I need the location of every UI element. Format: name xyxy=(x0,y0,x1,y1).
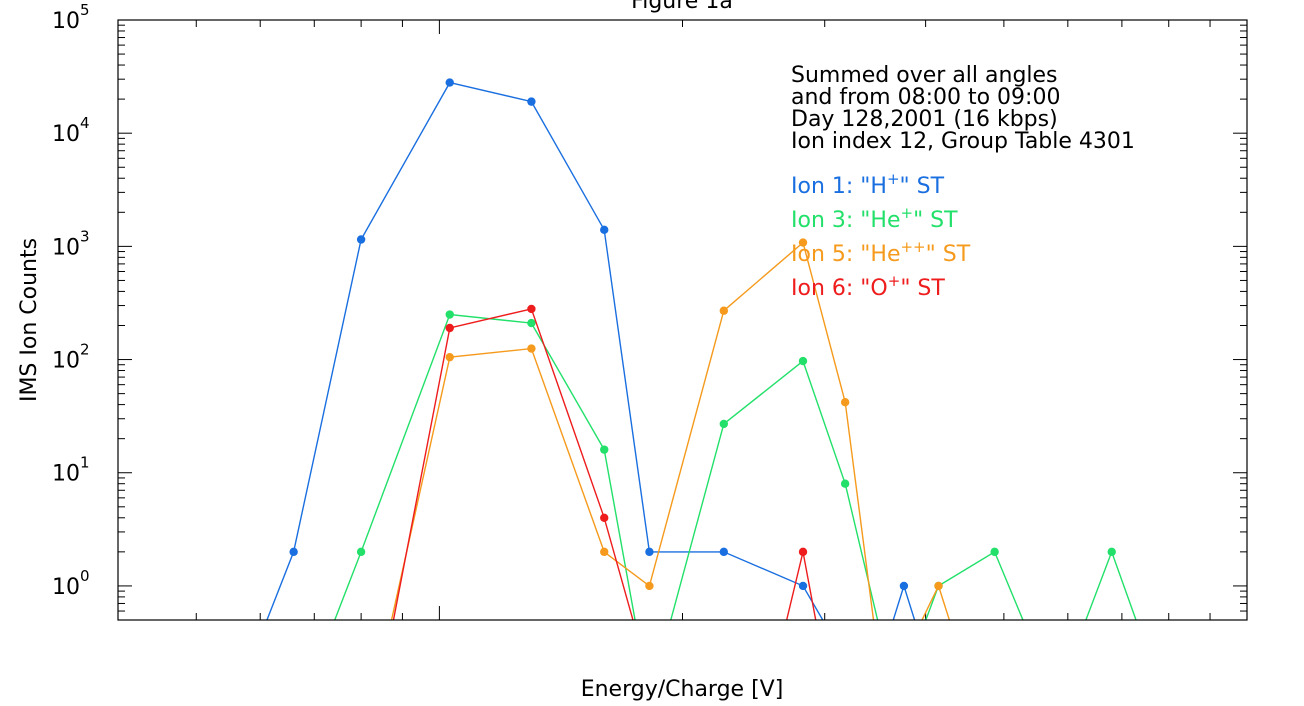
data-point xyxy=(527,304,536,314)
data-point xyxy=(445,310,454,319)
data-point xyxy=(356,547,366,557)
legend-label-superscript: ++ xyxy=(900,238,925,256)
data-point xyxy=(798,547,808,557)
chart-title-group: Figure 1a xyxy=(631,0,733,14)
annotation-line: Summed over all angles xyxy=(791,63,1058,88)
series-group xyxy=(266,78,916,620)
legend-label-prefix: Ion 1: "H xyxy=(791,174,887,199)
annotation-line: Ion index 12, Group Table 4301 xyxy=(791,129,1135,154)
y-tick-label: 102 xyxy=(52,341,90,374)
data-point xyxy=(1107,547,1116,557)
series-line xyxy=(266,81,916,620)
legend-label-superscript: + xyxy=(888,272,901,290)
legend-entry: Ion 3: "He+" ST xyxy=(791,204,958,233)
series-group xyxy=(390,238,951,620)
y-tick-label-base: 10 xyxy=(52,349,80,374)
series-group xyxy=(392,304,817,620)
y-tick-label: 105 xyxy=(52,1,90,34)
data-point xyxy=(600,445,609,454)
series-layer xyxy=(266,78,1137,620)
data-point xyxy=(840,479,850,488)
data-point xyxy=(990,547,999,557)
y-tick-label-exponent: 2 xyxy=(80,341,90,359)
data-point xyxy=(356,235,366,244)
legend-entry: Ion 5: "He++" ST xyxy=(791,238,971,267)
legend-label-superscript: + xyxy=(900,204,913,222)
y-tick-label-base: 10 xyxy=(52,9,80,34)
y-tick-label-exponent: 0 xyxy=(80,567,90,585)
data-point xyxy=(798,238,808,247)
y-tick-label-exponent: 4 xyxy=(80,114,90,132)
y-axis-title: IMS Ion Counts xyxy=(17,238,42,402)
annotation-line: Day 128,2001 (16 kbps) xyxy=(791,107,1058,132)
y-tick-label: 103 xyxy=(52,227,90,260)
data-point xyxy=(719,547,729,557)
data-point xyxy=(527,97,536,106)
axes-layer xyxy=(117,19,1248,621)
y-tick-label: 104 xyxy=(52,114,90,147)
data-point xyxy=(798,356,808,366)
legend-label-prefix: Ion 5: "He xyxy=(791,242,900,267)
legend-label-suffix: " ST xyxy=(900,174,945,199)
data-point xyxy=(527,318,536,328)
y-tick-label-base: 10 xyxy=(52,462,80,487)
legend-entry: Ion 6: "O+" ST xyxy=(791,272,945,301)
data-point xyxy=(600,513,609,522)
legend-label-prefix: Ion 6: "O xyxy=(791,276,888,301)
data-point xyxy=(645,547,654,557)
y-tick-label-exponent: 5 xyxy=(80,1,90,19)
legend-label-suffix: " ST xyxy=(913,208,958,233)
data-point xyxy=(899,581,909,591)
data-point xyxy=(645,581,654,591)
legend-label-prefix: Ion 3: "He xyxy=(791,208,900,233)
series-line xyxy=(390,241,951,620)
chart-title: Figure 1a xyxy=(631,0,733,14)
data-point xyxy=(527,344,536,353)
y-tick-label-exponent: 3 xyxy=(80,227,90,245)
data-point xyxy=(445,323,454,333)
data-point xyxy=(719,419,729,429)
data-point xyxy=(289,547,298,557)
legend-label-suffix: " ST xyxy=(900,276,945,301)
data-point xyxy=(934,581,943,591)
annotation-line: and from 08:00 to 09:00 xyxy=(791,85,1060,110)
series-group xyxy=(333,310,1137,620)
data-point xyxy=(445,78,454,87)
legend-entry: Ion 1: "H+" ST xyxy=(791,170,945,199)
legend-label-suffix: " ST xyxy=(926,242,971,267)
y-tick-label-base: 10 xyxy=(52,235,80,260)
data-point xyxy=(600,225,609,235)
y-tick-label-base: 10 xyxy=(52,575,80,600)
data-point xyxy=(719,306,729,315)
data-point xyxy=(840,397,850,407)
data-point xyxy=(600,547,609,557)
x-axis-title: Energy/Charge [V] xyxy=(581,677,784,702)
series-line xyxy=(333,313,1137,620)
y-tick-label: 100 xyxy=(52,567,90,600)
plot-frame xyxy=(117,19,1248,621)
y-tick-label-exponent: 1 xyxy=(80,454,90,472)
y-tick-label: 101 xyxy=(52,454,90,487)
legend-label-superscript: + xyxy=(887,170,900,188)
data-point xyxy=(798,581,808,591)
data-point xyxy=(445,352,454,362)
series-line xyxy=(392,308,817,620)
y-tick-label-base: 10 xyxy=(52,122,80,147)
